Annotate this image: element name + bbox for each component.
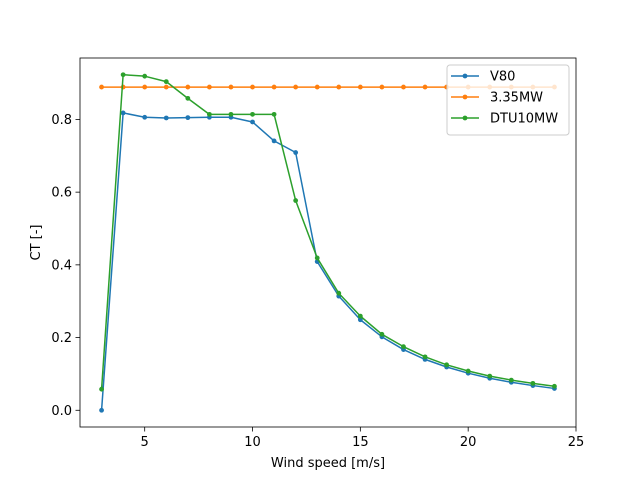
- data-point-dtu10mw: [164, 79, 169, 84]
- data-point-dtu10mw: [466, 369, 471, 374]
- data-point-v80: [99, 408, 104, 413]
- legend-marker-335mw: [463, 95, 468, 100]
- data-point-335mw: [380, 85, 385, 90]
- data-point-335mw: [142, 85, 147, 90]
- data-point-v80: [293, 150, 298, 155]
- data-point-dtu10mw: [315, 256, 320, 261]
- data-point-dtu10mw: [358, 314, 363, 319]
- data-point-dtu10mw: [207, 112, 212, 117]
- data-point-335mw: [272, 85, 277, 90]
- data-point-335mw: [358, 85, 363, 90]
- data-point-dtu10mw: [552, 384, 557, 389]
- data-point-v80: [250, 120, 255, 125]
- legend-label-dtu10mw: DTU10MW: [490, 112, 558, 127]
- data-point-335mw: [336, 85, 341, 90]
- data-point-335mw: [229, 85, 234, 90]
- data-point-335mw: [185, 85, 190, 90]
- data-point-dtu10mw: [185, 96, 190, 101]
- data-point-dtu10mw: [509, 378, 514, 383]
- data-point-dtu10mw: [401, 344, 406, 349]
- data-point-dtu10mw: [99, 387, 104, 392]
- x-axis-label: Wind speed [m/s]: [271, 456, 385, 471]
- x-tick-label: 5: [141, 435, 149, 450]
- legend-label-v80: V80: [490, 70, 515, 85]
- data-point-dtu10mw: [293, 198, 298, 203]
- data-point-v80: [185, 115, 190, 120]
- data-point-335mw: [401, 85, 406, 90]
- data-point-335mw: [164, 85, 169, 90]
- data-point-335mw: [293, 85, 298, 90]
- data-point-v80: [142, 115, 147, 120]
- data-point-dtu10mw: [380, 332, 385, 337]
- y-tick-label: 0.2: [51, 331, 72, 346]
- y-tick-label: 0.8: [51, 113, 72, 128]
- data-point-335mw: [315, 85, 320, 90]
- legend-marker-dtu10mw: [463, 116, 468, 121]
- y-tick-label: 0.6: [51, 186, 72, 201]
- data-point-v80: [164, 116, 169, 121]
- data-point-v80: [272, 138, 277, 143]
- data-point-dtu10mw: [272, 112, 277, 117]
- data-point-dtu10mw: [423, 354, 428, 359]
- data-point-335mw: [423, 85, 428, 90]
- y-tick-label: 0.0: [51, 404, 72, 419]
- data-point-dtu10mw: [142, 74, 147, 79]
- legend-label-335mw: 3.35MW: [490, 91, 543, 106]
- data-point-dtu10mw: [121, 72, 126, 77]
- legend: V80 3.35MW DTU10MW: [447, 65, 569, 135]
- data-point-dtu10mw: [336, 291, 341, 296]
- data-point-335mw: [207, 85, 212, 90]
- x-tick-label: 20: [460, 435, 477, 450]
- data-point-dtu10mw: [530, 381, 535, 386]
- data-point-dtu10mw: [250, 112, 255, 117]
- x-tick-label: 25: [568, 435, 585, 450]
- data-point-dtu10mw: [444, 362, 449, 367]
- y-axis-label: CT [-]: [29, 225, 44, 261]
- x-tick-label: 15: [352, 435, 369, 450]
- data-point-v80: [121, 111, 126, 116]
- data-point-335mw: [99, 85, 104, 90]
- legend-marker-v80: [463, 74, 468, 79]
- y-tick-label: 0.4: [51, 258, 72, 273]
- data-point-dtu10mw: [229, 112, 234, 117]
- data-point-335mw: [250, 85, 255, 90]
- x-tick-label: 10: [244, 435, 261, 450]
- data-point-dtu10mw: [487, 374, 492, 379]
